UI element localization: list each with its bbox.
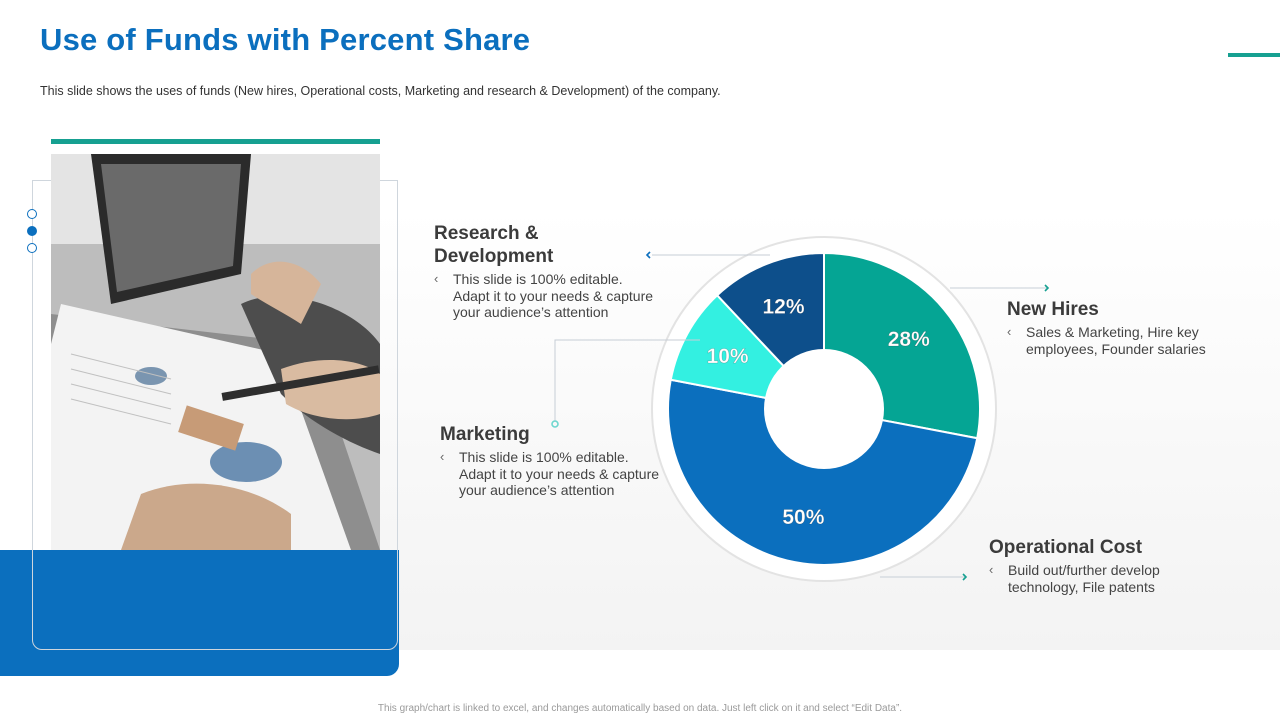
footer-note: This graph/chart is linked to excel, and… bbox=[377, 703, 903, 714]
slice-label-marketing: 10% bbox=[707, 345, 749, 368]
new-hires-block: New Hires ‹ Sales & Marketing, Hire key … bbox=[1007, 298, 1237, 357]
photo-accent-bar bbox=[51, 139, 380, 144]
page-title: Use of Funds with Percent Share bbox=[40, 22, 531, 57]
research-desc-line: Adapt it to your needs & capture bbox=[453, 287, 654, 304]
research-description: ‹ This slide is 100% editable. Adapt it … bbox=[434, 271, 674, 321]
research-heading-line-2: Development bbox=[434, 246, 554, 267]
arrow-research-icon bbox=[645, 251, 651, 259]
slice-label-new-hires: 28% bbox=[888, 328, 930, 351]
operational-cost-description: ‹ Build out/further develop technology, … bbox=[989, 562, 1219, 595]
photo-illustration bbox=[51, 154, 380, 550]
connector-marketing bbox=[554, 339, 700, 422]
marketing-desc-line: your audience’s attention bbox=[459, 482, 615, 498]
bullet-chevron-icon: ‹ bbox=[440, 449, 445, 464]
donut-slice-labels: 28% 50% 10% 12% bbox=[706, 295, 930, 529]
business-analysis-photo bbox=[51, 154, 380, 550]
marketing-desc-line: This slide is 100% editable. bbox=[459, 449, 629, 465]
slice-label-research-and-development: 12% bbox=[762, 296, 804, 319]
research-desc-line: your audience’s attention bbox=[453, 304, 609, 320]
research-heading-line-1: Research & bbox=[434, 223, 539, 244]
research-development-block: Research & Development ‹ This slide is 1… bbox=[434, 222, 674, 321]
operational-desc-line: Build out/further develop bbox=[1008, 562, 1160, 578]
slide-subtitle: This slide shows the uses of funds (New … bbox=[40, 84, 721, 98]
bullet-chevron-icon: ‹ bbox=[434, 271, 439, 286]
nav-dot-2-active[interactable] bbox=[27, 226, 37, 236]
nav-dot-3[interactable] bbox=[27, 243, 37, 253]
marketing-desc-line: Adapt it to your needs & capture bbox=[459, 465, 660, 482]
research-desc-line: This slide is 100% editable. bbox=[453, 271, 623, 287]
research-development-heading: Research & Development bbox=[434, 222, 674, 268]
new-hires-description: ‹ Sales & Marketing, Hire key employees,… bbox=[1007, 324, 1237, 357]
new-hires-desc-line: Sales & Marketing, Hire key bbox=[1026, 324, 1199, 340]
marketing-block: Marketing ‹ This slide is 100% editable.… bbox=[440, 423, 680, 499]
arrow-operational-icon bbox=[962, 573, 968, 581]
operational-cost-heading: Operational Cost bbox=[989, 537, 1143, 558]
blue-accent-block bbox=[0, 550, 399, 676]
marketing-heading: Marketing bbox=[440, 424, 530, 445]
connector-arrows bbox=[551, 251, 1050, 581]
marketing-description: ‹ This slide is 100% editable. Adapt it … bbox=[440, 449, 680, 499]
slice-label-operational-cost: 50% bbox=[782, 506, 824, 529]
arrow-new-hires-icon bbox=[1044, 284, 1050, 292]
bullet-chevron-icon: ‹ bbox=[1007, 324, 1012, 339]
operational-desc-line: technology, File patents bbox=[1008, 578, 1155, 595]
donut-hole bbox=[764, 349, 884, 469]
nav-dot-1[interactable] bbox=[27, 209, 37, 219]
slice-operational-cost[interactable] bbox=[667, 378, 979, 566]
top-right-accent-bar bbox=[1228, 53, 1280, 57]
new-hires-desc-line: employees, Founder salaries bbox=[1026, 340, 1206, 357]
new-hires-heading: New Hires bbox=[1007, 299, 1099, 320]
marketing-marker-icon bbox=[551, 420, 559, 428]
connector-lines bbox=[554, 254, 1047, 578]
slide-nav-dots bbox=[27, 209, 39, 260]
operational-cost-block: Operational Cost ‹ Build out/further dev… bbox=[989, 536, 1219, 595]
bullet-chevron-icon: ‹ bbox=[989, 562, 994, 577]
